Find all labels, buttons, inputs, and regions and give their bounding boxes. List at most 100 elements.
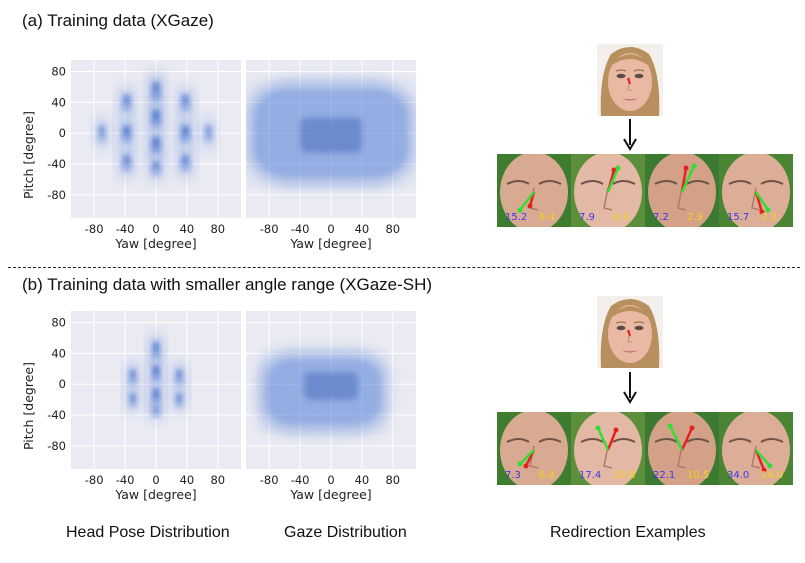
caption-redirection: Redirection Examples [550,524,706,541]
overlay-error-yellow: 10.8 [613,470,635,481]
y-tick-label: -80 [47,188,66,202]
overlay-error-blue: 17.4 [579,470,601,481]
y-tick-label: 0 [59,377,66,391]
overlay-error-yellow: 2.3 [761,212,777,223]
density-cluster-peak [182,126,188,135]
x-tick-label: 80 [385,222,400,236]
down-arrow-b [623,372,637,404]
density-cluster-peak [153,366,159,374]
down-arrow-a [623,119,637,151]
overlay-error-blue: 15.2 [505,212,527,223]
density-cluster-peak [177,394,182,401]
density-cluster-peak [153,138,159,146]
overlay-error-blue: 15.7 [727,212,749,223]
x-tick-label: -80 [260,473,279,487]
y-axis-label: Pitch [degree] [21,111,36,199]
gaze-speckle [257,349,389,435]
overlay-error-yellow: 2.9 [687,212,703,223]
overlay-error-blue: 7.3 [505,470,521,481]
x-tick-label: -40 [116,473,135,487]
x-tick-label: 0 [327,473,334,487]
density-cluster-peak [99,126,104,135]
estimated-gaze-arrow [668,425,684,451]
panel-gaze-a: -80 -40 0 40 80 Yaw [degree] [246,60,416,251]
x-tick-label: -40 [291,222,310,236]
density-cluster-peak [130,394,135,401]
y-tick-label: 80 [51,65,66,79]
x-tick-label: -40 [291,473,310,487]
estimated-gaze-arrow [519,449,535,465]
x-tick-label: 80 [210,222,225,236]
y-tick-label: -40 [47,157,66,171]
x-tick-label: 0 [152,222,159,236]
section-a-title: (a) Training data (XGaze) [22,11,214,30]
x-tick-label: -80 [260,222,279,236]
y-tick-label: 40 [51,346,66,360]
x-tick-label: -80 [85,473,104,487]
overlay-error-yellow: 6.4 [539,212,555,223]
estimated-gaze-arrow [755,449,771,467]
x-tick-label: 40 [180,222,195,236]
overlay-error-blue: 7.9 [579,212,595,223]
x-tick-label: -80 [85,222,104,236]
density-layer [257,349,389,435]
redirected-face-3: 7.2 2.9 [645,154,719,227]
x-tick-label: 80 [210,473,225,487]
y-tick-label: 0 [59,126,66,140]
x-axis-label: Yaw [degree] [289,236,371,251]
x-tick-label: 0 [327,222,334,236]
x-axis-label: Yaw [degree] [114,236,196,251]
y-axis-label: Pitch [degree] [21,362,36,450]
redirected-face-2: 17.4 10.8 [571,412,645,485]
density-layer [246,79,416,188]
density-cluster-peak [130,370,135,378]
x-tick-label: 0 [152,473,159,487]
panel-gaze-b: -80 -40 0 40 80 Yaw [degree] [246,311,416,502]
y-tick-label: -80 [47,439,66,453]
density-cluster-peak [206,126,211,135]
overlay-error-yellow: 6.8 [539,470,555,481]
estimated-gaze-arrow [519,191,535,211]
y-tick-label: -40 [47,408,66,422]
panel-head-a: -80 -40 0 40 80 Yaw [degree] -80 -40 0 40 80 Pitch … [21,60,241,251]
redirection-strip-b: 7.3 6.8 17.4 10.8 22.1 10.5 34.0 14.0 [497,412,793,485]
x-tick-label: 40 [355,473,370,487]
density-cluster-peak [124,126,130,135]
estimated-gaze-arrow [754,191,770,211]
y-tick-label: 80 [51,316,66,330]
estimated-gaze-arrow [606,167,620,193]
estimated-gaze-arrow [680,165,696,193]
y-tick-label: 40 [51,95,66,109]
x-tick-label: 40 [180,473,195,487]
density-cluster-peak [153,111,159,119]
estimated-gaze-arrow [596,427,610,451]
overlay-error-yellow: 6.9 [613,212,629,223]
density-cluster-peak [124,95,130,104]
x-tick-label: 80 [385,473,400,487]
density-cluster-peak [182,95,188,104]
density-cluster-peak [153,343,159,351]
density-cluster-peak [182,156,188,164]
density-layer [124,331,188,423]
caption-gaze: Gaze Distribution [284,524,407,541]
panel-head-b: -80 -40 0 40 80 Yaw [degree] -80 -40 0 40 80 Pitch … [21,311,241,502]
redirected-face-4: 15.7 2.3 [719,154,793,227]
overlay-error-blue: 22.1 [653,470,675,481]
x-tick-label: 40 [355,222,370,236]
redirected-face-1: 7.3 6.8 [497,412,571,485]
x-axis-label: Yaw [degree] [289,487,371,502]
x-axis-label: Yaw [degree] [114,487,196,502]
overlay-error-yellow: 14.0 [761,470,783,481]
target-gaze-arrow [680,427,694,451]
x-tick-label: -40 [116,222,135,236]
source-face-b [597,296,663,368]
redirected-face-4: 34.0 14.0 [719,412,793,485]
target-gaze-arrow [606,429,618,451]
density-cluster-peak [153,83,159,92]
density-cluster-peak [124,156,130,164]
redirected-face-3: 22.1 10.5 [645,412,719,485]
density-cluster-peak [177,370,182,378]
density-cluster-peak [153,162,159,169]
redirected-face-1: 15.2 6.4 [497,154,571,227]
